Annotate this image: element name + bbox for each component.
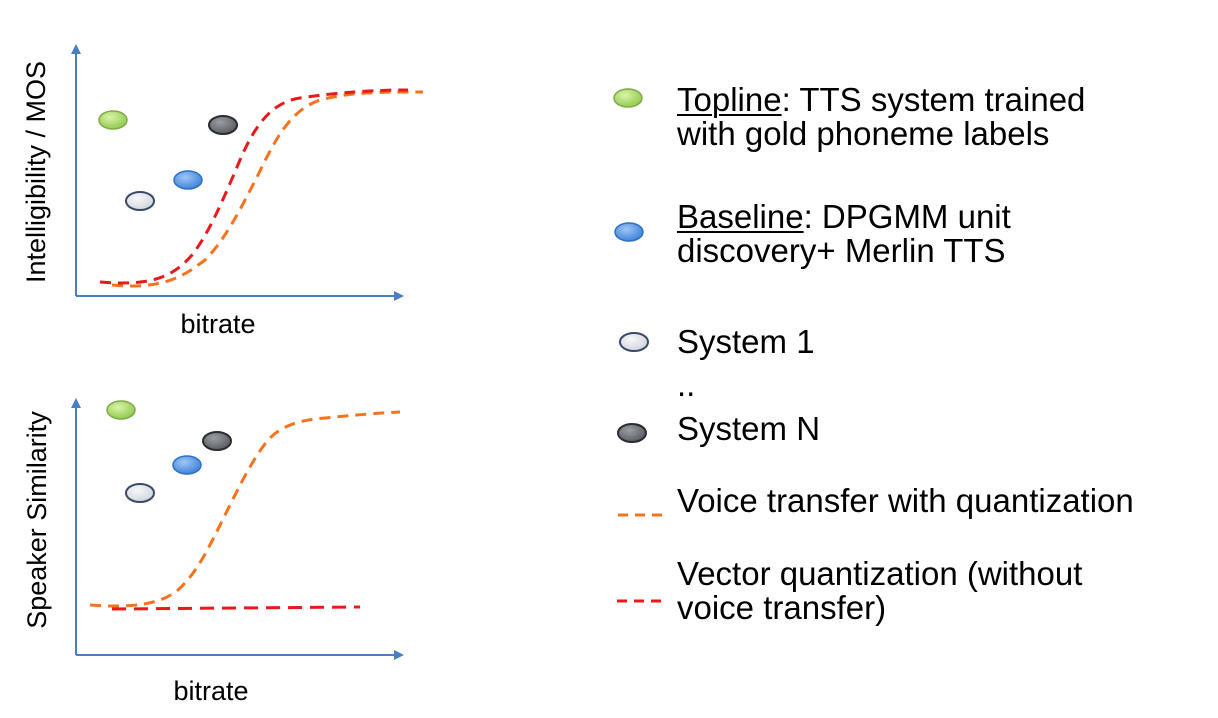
legend-baseline-name: Baseline <box>677 198 804 235</box>
legend-topline-marker <box>613 88 643 108</box>
top-voice-transfer-curve <box>111 90 424 288</box>
legend-ellipsis: .. <box>677 366 696 403</box>
top-topline-marker <box>98 110 128 130</box>
top-panel: Intelligibility / MOS bitrate <box>21 44 424 339</box>
legend-system1-text: System 1 <box>677 323 815 360</box>
legend-vector-quant-text: Vector quantization (without voice trans… <box>677 557 1082 625</box>
legend-baseline-line1: Baseline: DPGMM unit <box>677 200 1011 234</box>
bottom-vector-quant-line <box>111 605 361 611</box>
bottom-system1-marker <box>125 483 155 503</box>
legend-topline-name: Topline <box>677 81 782 118</box>
bottom-x-axis-label: bitrate <box>173 676 248 706</box>
bottom-baseline-marker <box>172 455 202 475</box>
top-system1-marker <box>125 191 155 211</box>
top-y-axis-label: Intelligibility / MOS <box>21 61 51 283</box>
legend-topline-desc: : TTS system trained <box>781 81 1086 118</box>
bottom-voice-transfer-curve <box>89 410 401 608</box>
legend-topline-text: Topline: TTS system trained with gold ph… <box>677 83 1085 151</box>
bottom-topline-marker <box>106 400 136 420</box>
top-systemN-marker <box>208 115 238 135</box>
bottom-systemN-marker <box>202 431 232 451</box>
top-vector-quant-curve <box>99 88 409 285</box>
top-x-axis-label: bitrate <box>180 309 255 339</box>
legend-system1-marker <box>619 332 649 352</box>
legend-vector-quant-line2: voice transfer) <box>677 589 887 626</box>
bottom-panel: Speaker Similarity bitrate <box>22 398 404 706</box>
legend-topline-line1: Topline: TTS system trained <box>677 83 1085 117</box>
legend-baseline-marker <box>614 222 644 242</box>
legend-baseline-line2: discovery+ Merlin TTS <box>677 232 1006 269</box>
bottom-y-axis-label: Speaker Similarity <box>22 411 52 629</box>
legend-systemN-marker <box>617 423 647 443</box>
legend-systemN-text: System N <box>677 410 821 447</box>
legend-markers <box>613 88 668 603</box>
legend-vector-quant-line1: Vector quantization (without <box>677 555 1083 592</box>
top-baseline-marker <box>173 170 203 190</box>
legend-topline-line2: with gold phoneme labels <box>677 115 1050 152</box>
legend-baseline-text: Baseline: DPGMM unit discovery+ Merlin T… <box>677 200 1011 268</box>
legend-voice-transfer-text: Voice transfer with quantization <box>677 482 1134 519</box>
legend-baseline-desc: : DPGMM unit <box>803 198 1011 235</box>
